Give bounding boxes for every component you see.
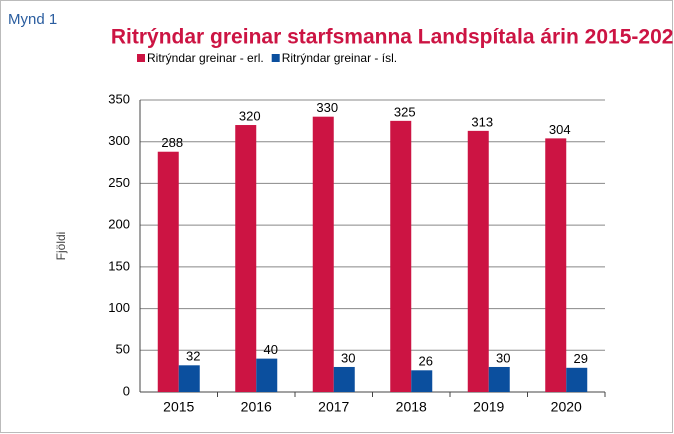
data-label: 325 xyxy=(394,104,416,119)
bar xyxy=(157,151,179,392)
data-label: 26 xyxy=(419,354,433,369)
bar xyxy=(390,120,412,392)
x-tick-label: 2019 xyxy=(473,399,504,415)
x-tick-label: 2020 xyxy=(551,399,582,415)
bar xyxy=(411,370,433,392)
y-tick-label: 300 xyxy=(108,133,130,148)
y-tick-label: 0 xyxy=(123,383,130,398)
data-label: 40 xyxy=(264,342,278,357)
data-label: 32 xyxy=(186,349,200,364)
bar xyxy=(178,365,200,392)
data-label: 30 xyxy=(496,350,510,365)
data-label: 30 xyxy=(341,350,355,365)
x-tick-label: 2017 xyxy=(318,399,349,415)
data-label: 288 xyxy=(161,135,183,150)
bar xyxy=(333,366,355,392)
y-tick-label: 200 xyxy=(108,217,130,232)
figure-label: Mynd 1 xyxy=(8,11,57,28)
bar xyxy=(312,116,334,392)
bar xyxy=(545,138,567,392)
y-tick-label: 150 xyxy=(108,258,130,273)
legend-swatch xyxy=(271,54,280,62)
bar xyxy=(566,367,588,392)
data-label: 29 xyxy=(574,351,588,366)
legend-label: Ritrýndar greinar - erl. xyxy=(147,51,264,65)
bar xyxy=(256,358,278,392)
bar xyxy=(467,130,489,392)
legend-label: Ritrýndar greinar - ísl. xyxy=(282,51,397,65)
x-tick-label: 2015 xyxy=(163,399,194,415)
x-tick-label: 2018 xyxy=(396,399,427,415)
y-tick-label: 50 xyxy=(116,342,130,357)
legend-swatch xyxy=(137,54,145,62)
data-label: 313 xyxy=(471,114,493,129)
x-tick-label: 2016 xyxy=(241,399,272,415)
y-tick-label: 350 xyxy=(108,91,130,106)
data-label: 304 xyxy=(549,122,571,137)
data-label: 330 xyxy=(316,100,338,115)
chart-title: Ritrýndar greinar starfsmanna Landspítal… xyxy=(111,26,674,49)
bar xyxy=(235,125,257,393)
bar xyxy=(488,366,510,392)
data-label: 320 xyxy=(239,108,261,123)
y-tick-label: 250 xyxy=(108,175,130,190)
y-axis-label: Fjöldi xyxy=(54,232,68,261)
y-tick-label: 100 xyxy=(108,300,130,315)
